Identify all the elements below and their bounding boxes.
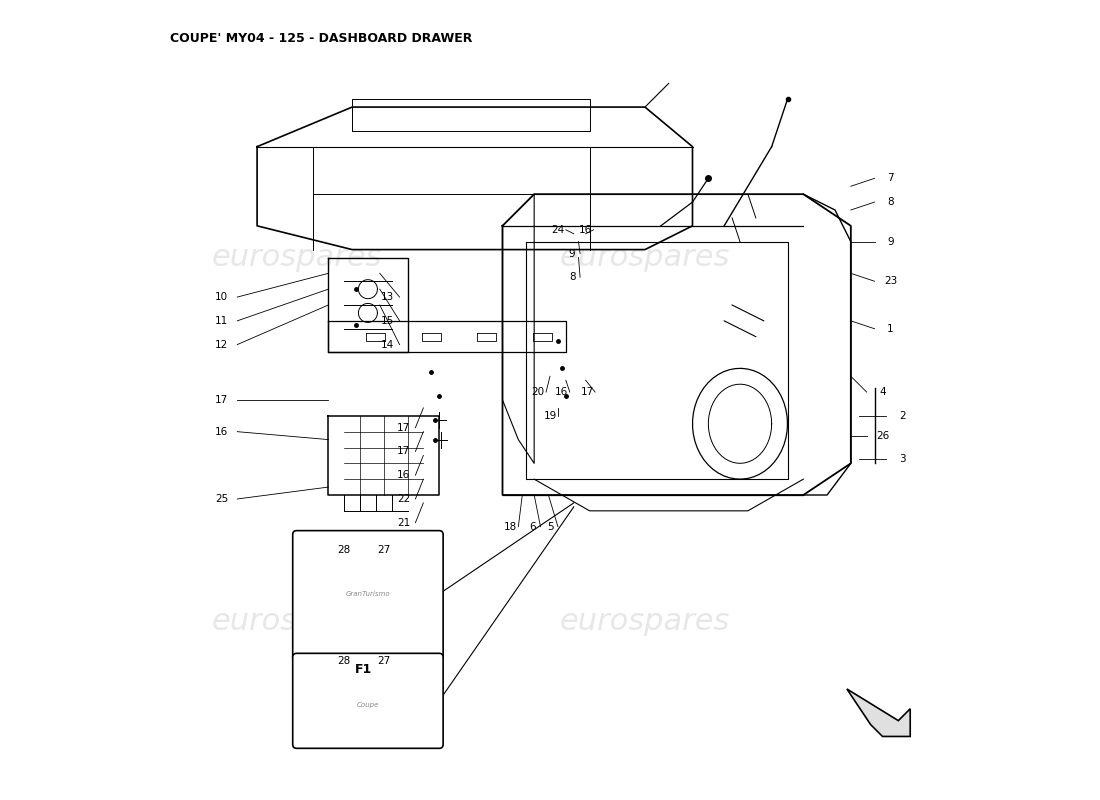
Text: 21: 21 <box>397 518 410 528</box>
Text: 25: 25 <box>214 494 228 504</box>
Text: eurospares: eurospares <box>560 607 730 636</box>
Text: 28: 28 <box>338 656 351 666</box>
Text: 27: 27 <box>377 546 390 555</box>
Text: 16: 16 <box>214 426 228 437</box>
Text: COUPE' MY04 - 125 - DASHBOARD DRAWER: COUPE' MY04 - 125 - DASHBOARD DRAWER <box>170 32 472 45</box>
Text: eurospares: eurospares <box>211 243 382 272</box>
Text: eurospares: eurospares <box>211 607 382 636</box>
Text: GranTurismo: GranTurismo <box>345 591 390 597</box>
Text: 20: 20 <box>531 387 544 397</box>
Text: 17: 17 <box>397 422 410 433</box>
Text: 26: 26 <box>876 430 889 441</box>
Text: 19: 19 <box>543 411 557 421</box>
Text: 10: 10 <box>214 292 228 302</box>
Polygon shape <box>847 689 910 737</box>
Text: 9: 9 <box>569 249 575 258</box>
Text: 16: 16 <box>397 470 410 480</box>
Text: 7: 7 <box>887 174 893 183</box>
Text: 3: 3 <box>899 454 905 464</box>
Text: 14: 14 <box>381 339 394 350</box>
Text: 16: 16 <box>579 225 592 234</box>
Text: 8: 8 <box>887 197 893 207</box>
Text: 12: 12 <box>214 339 228 350</box>
Text: 8: 8 <box>569 272 575 282</box>
FancyBboxPatch shape <box>293 654 443 748</box>
Text: 17: 17 <box>581 387 594 397</box>
Text: Coupe: Coupe <box>356 702 380 708</box>
Text: 5: 5 <box>547 522 553 532</box>
Text: 6: 6 <box>529 522 536 532</box>
Text: 13: 13 <box>381 292 394 302</box>
Text: eurospares: eurospares <box>560 243 730 272</box>
Text: 24: 24 <box>551 225 564 234</box>
FancyBboxPatch shape <box>293 530 443 662</box>
Text: 2: 2 <box>899 411 905 421</box>
Text: 15: 15 <box>381 316 394 326</box>
Text: 16: 16 <box>556 387 569 397</box>
Text: 4: 4 <box>879 387 886 397</box>
Text: 1: 1 <box>887 324 893 334</box>
Text: 22: 22 <box>397 494 410 504</box>
Text: 11: 11 <box>214 316 228 326</box>
Text: 28: 28 <box>338 546 351 555</box>
Text: F1: F1 <box>355 663 373 676</box>
Text: 17: 17 <box>397 446 410 457</box>
Text: 27: 27 <box>377 656 390 666</box>
Text: 17: 17 <box>214 395 228 405</box>
Text: 18: 18 <box>504 522 517 532</box>
Text: 23: 23 <box>883 276 896 286</box>
Text: 9: 9 <box>887 237 893 246</box>
